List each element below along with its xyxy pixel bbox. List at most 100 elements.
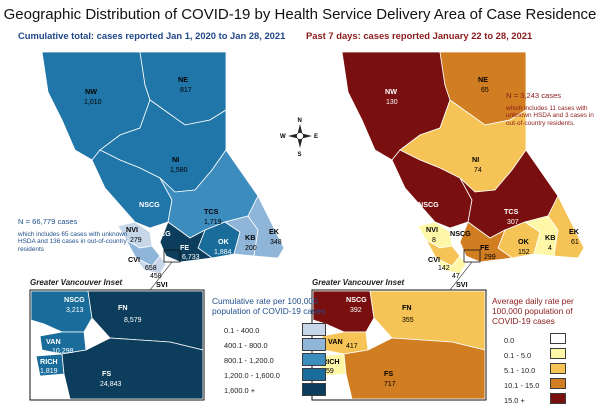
left-value-nw: 1,010	[84, 99, 102, 106]
left-inset-value-fs: 24,843	[100, 381, 122, 388]
left-inset-value-van: 10,298	[52, 348, 74, 355]
compass-s: S	[298, 152, 302, 158]
left-value-ek: 348	[270, 239, 282, 246]
left-label-tcs: TCS	[204, 207, 219, 216]
compass-e: E	[314, 134, 318, 140]
right-inset-fs	[343, 337, 486, 400]
left-map	[41, 51, 285, 291]
left-legend-title: Cumulative rate per 100,000 population o…	[212, 296, 326, 316]
left-label-nscg: NSCG	[139, 200, 160, 209]
right-value-ne: 65	[481, 87, 489, 94]
left-legend-label: 1,200.0 - 1,600.0	[224, 371, 280, 380]
left-label-ek: EK	[269, 227, 280, 236]
right-inset-value-van: 417	[346, 343, 358, 350]
right-label-kb: KB	[545, 233, 555, 242]
left-value-ni: 1,580	[170, 167, 188, 174]
left-legend-swatch	[302, 368, 326, 381]
left-legend-item: 1,600.0 +	[212, 382, 332, 397]
right-legend-label: 5.1 - 10.0	[504, 366, 536, 375]
right-label-nscg-sub: NSCG	[450, 229, 471, 238]
left-inset-label-rich: RICH	[40, 357, 58, 366]
left-label-nvi: NVI	[126, 225, 138, 234]
right-legend-title: Average daily rate per 100,000 populatio…	[492, 296, 574, 326]
left-label-nscg-sub: NSCG	[150, 229, 171, 238]
right-inset-value-fs: 717	[384, 381, 396, 388]
right-legend-item: 10.1 - 15.0	[492, 377, 598, 392]
right-total-cases: N = 3,243 cases	[506, 91, 562, 100]
right-label-tcs: TCS	[504, 207, 519, 216]
right-label-ok: OK	[518, 237, 530, 246]
left-region-ek	[247, 195, 285, 259]
compass-rose-icon: N S E W	[280, 118, 318, 158]
left-legend-item: 400.1 - 800.0	[212, 337, 332, 352]
left-subtitle: Cumulative total: cases reported Jan 1, …	[18, 30, 286, 41]
left-label-svi: SVI	[156, 280, 168, 289]
left-value-nvi: 279	[130, 237, 142, 244]
right-legend-swatch	[550, 363, 566, 374]
left-value-ok: 1,884	[214, 249, 232, 256]
left-value-svi: 458	[150, 273, 162, 280]
right-label-ne: NE	[478, 75, 488, 84]
right-subtitle: Past 7 days: cases reported January 22 t…	[306, 30, 533, 41]
right-legend-swatch	[550, 393, 566, 404]
right-map-labels: NW 130 NE 65 NI 74 NSCG TCS 307 NVI 8 NS…	[385, 75, 580, 289]
left-legend-label: 0.1 - 400.0	[224, 326, 260, 335]
left-legend-label: 400.1 - 800.0	[224, 341, 268, 350]
right-note: N = 3,243 cases which includes 11 cases …	[506, 92, 596, 127]
right-value-fe: 299	[484, 254, 496, 261]
right-inset-label-rich: RICH	[322, 357, 340, 366]
right-inset-value-nscg: 392	[350, 307, 362, 314]
right-legend-swatch	[550, 378, 566, 389]
left-label-fe: FE	[180, 243, 189, 252]
right-legend-item: 0.0	[492, 332, 598, 347]
left-legend-item: 800.1 - 1,200.0	[212, 352, 332, 367]
left-inset-map: NSCG 3,213 FN 8,579 VAN 10,298 RICH 1,81…	[29, 289, 205, 401]
right-label-svi: SVI	[456, 280, 468, 289]
right-label-cvi: CVI	[428, 255, 440, 264]
right-value-ni: 74	[474, 167, 482, 174]
right-region-fe	[459, 221, 514, 263]
right-inset-value-fn: 355	[402, 317, 414, 324]
right-label-ni: NI	[472, 155, 479, 164]
right-legend-item: 15.0 +	[492, 392, 598, 407]
right-value-nvi: 8	[432, 237, 436, 244]
left-label-ok: OK	[218, 237, 230, 246]
right-label-fe: FE	[480, 243, 489, 252]
left-inset-leader	[149, 261, 173, 291]
left-inset-label-van: VAN	[46, 337, 61, 346]
left-inset-fs	[61, 337, 204, 400]
right-value-kb: 4	[548, 245, 552, 252]
left-inset-value-nscg: 3,213	[66, 307, 84, 314]
left-value-fe: 6,733	[182, 254, 200, 261]
left-inset-title: Greater Vancouver Inset	[30, 278, 123, 287]
right-legend-label: 15.0 +	[504, 396, 525, 405]
left-map-labels: NW 1,010 NE 817 NI 1,580 NSCG TCS 1,719 …	[84, 75, 282, 289]
left-label-kb: KB	[245, 233, 255, 242]
right-label-nvi: NVI	[426, 225, 438, 234]
right-value-svi: 47	[452, 273, 460, 280]
page-title: Geographic Distribution of COVID-19 by H…	[3, 6, 597, 23]
left-legend-item: 1,200.0 - 1,600.0	[212, 367, 332, 382]
right-legend-item: 5.1 - 10.0	[492, 362, 598, 377]
right-value-nw: 130	[386, 99, 398, 106]
left-legend: Cumulative rate per 100,000 population o…	[212, 296, 332, 397]
left-value-cvi: 658	[145, 265, 157, 272]
right-region-ek	[547, 195, 585, 259]
left-legend-swatch	[302, 353, 326, 366]
right-value-cvi: 142	[438, 265, 450, 272]
right-legend-label: 0.1 - 5.0	[504, 351, 532, 360]
left-inset-label-fn: FN	[118, 303, 128, 312]
compass-w: W	[280, 134, 286, 140]
left-note: N = 66,779 cases which includes 65 cases…	[18, 218, 130, 253]
right-legend: Average daily rate per 100,000 populatio…	[492, 296, 598, 407]
right-value-ok: 152	[518, 249, 530, 256]
left-legend-swatch	[302, 338, 326, 351]
left-total-cases: N = 66,779 cases	[18, 217, 78, 226]
left-legend-swatch	[302, 383, 326, 396]
right-legend-label: 0.0	[504, 336, 515, 345]
left-label-nw: NW	[85, 87, 97, 96]
left-inset-label-fs: FS	[102, 369, 111, 378]
left-legend-label: 800.1 - 1,200.0	[224, 356, 274, 365]
right-value-tcs: 307	[507, 219, 519, 226]
left-value-ne: 817	[180, 87, 192, 94]
